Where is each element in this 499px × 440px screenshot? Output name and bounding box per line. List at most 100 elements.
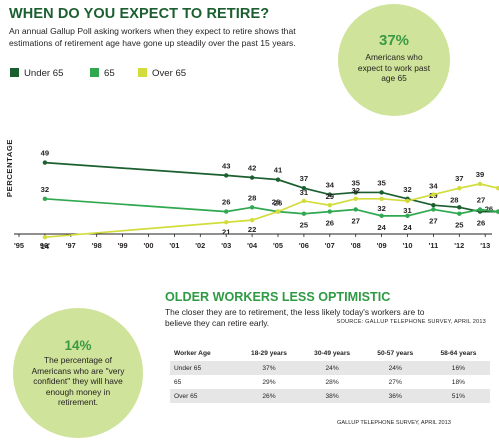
chart-source: SOURCE: GALLUP TELEPHONE SURVEY, APRIL 2… xyxy=(336,319,486,325)
data-label: 32 xyxy=(403,185,411,194)
data-label: 26 xyxy=(477,219,485,228)
data-point xyxy=(224,209,229,214)
data-label: 26 xyxy=(222,198,230,207)
data-point xyxy=(327,203,332,208)
data-label: 26 xyxy=(272,198,280,207)
x-tick-label: '01 xyxy=(169,241,179,250)
callout-value: 14% xyxy=(64,338,92,353)
line-chart: PERCENTAGE '95 96' '97 '98 '99 '00 '01 '02 '03 '04… xyxy=(5,139,499,251)
callout-37-percent: 37% Americans who expect to work past ag… xyxy=(338,4,450,116)
table-cell: 51% xyxy=(426,389,490,403)
data-label: 41 xyxy=(274,166,283,175)
table-cell: 29% xyxy=(262,378,276,386)
table-cell: 38% xyxy=(300,389,364,403)
data-point xyxy=(353,196,358,202)
data-label: 31 xyxy=(300,188,309,197)
data-point xyxy=(431,203,436,208)
data-point xyxy=(477,181,483,187)
data-label: 22 xyxy=(248,225,256,234)
data-point xyxy=(224,173,229,178)
data-point xyxy=(327,192,332,197)
data-point xyxy=(405,213,410,219)
chart-title: WHEN DO YOU EXPECT TO RETIRE? xyxy=(9,6,270,22)
data-label: 26 xyxy=(326,219,334,228)
data-label: 28 xyxy=(248,193,256,202)
legend-item: Over 65 xyxy=(138,68,186,79)
data-label: 25 xyxy=(300,221,309,230)
data-point xyxy=(495,185,499,191)
data-point xyxy=(249,205,255,210)
data-label: 34 xyxy=(326,181,335,190)
column-header: Worker Age xyxy=(174,350,211,357)
table-cell: 28% xyxy=(325,378,339,386)
legend-label: 65 xyxy=(104,68,115,79)
data-point xyxy=(301,211,307,216)
table-header-row: Worker Age 18-29 years 30-49 years 50-57… xyxy=(170,346,490,361)
data-label: 27 xyxy=(429,216,437,225)
x-tick-label: '95 xyxy=(14,241,24,250)
table-cell: 24% xyxy=(300,361,364,375)
table-row: Over 65 26% 38% 36% 51% xyxy=(170,389,490,403)
data-label: 28 xyxy=(450,195,458,204)
data-label: 37 xyxy=(300,174,308,183)
data-point xyxy=(379,213,384,219)
table-cell: 26% xyxy=(237,389,301,403)
data-label: 14 xyxy=(41,242,50,251)
data-label: 24 xyxy=(403,223,412,232)
data-point xyxy=(405,198,410,204)
data-point xyxy=(353,190,358,195)
data-label: 27 xyxy=(477,195,485,204)
table-cell: 65 xyxy=(174,378,182,386)
table-cell: 18% xyxy=(451,378,465,386)
data-label: 39 xyxy=(476,170,484,179)
column-header: 58-64 years xyxy=(440,350,477,357)
data-label: 32 xyxy=(41,185,49,194)
x-tick-label: '97 xyxy=(66,241,76,250)
legend-swatch xyxy=(10,68,19,77)
data-label: 32 xyxy=(351,186,359,195)
data-point xyxy=(457,185,462,191)
data-label: 34 xyxy=(429,182,438,191)
callout-value: 37% xyxy=(378,32,410,49)
column-header: 50-57 years xyxy=(377,350,414,357)
data-point xyxy=(42,234,48,240)
data-point xyxy=(275,209,281,214)
data-label: 24 xyxy=(377,223,386,232)
column-header: 18-29 years xyxy=(251,350,287,357)
data-point xyxy=(42,160,48,165)
data-point xyxy=(327,209,332,214)
data-point xyxy=(249,217,255,223)
legend-item: Under 65 xyxy=(10,68,63,79)
callout-text: Americans who expect to work past age 65 xyxy=(357,52,431,83)
data-label: 37 xyxy=(455,174,463,183)
data-label: 43 xyxy=(222,161,230,170)
data-label: 26 xyxy=(485,205,493,214)
x-tick-label: '12 xyxy=(454,241,464,250)
x-tick-label: '03 xyxy=(221,241,231,250)
x-tick-label: '11 xyxy=(429,241,439,250)
table-cell: 24% xyxy=(363,361,427,375)
table-cell: 36% xyxy=(363,389,427,403)
table-cell: 37% xyxy=(237,361,301,375)
data-point xyxy=(457,211,462,216)
data-label: 32 xyxy=(377,204,385,213)
data-point xyxy=(379,196,384,202)
legend-label: Over 65 xyxy=(152,68,187,79)
data-label: 27 xyxy=(351,216,359,225)
legend-label: Under 65 xyxy=(24,68,64,79)
data-label: 29 xyxy=(326,192,334,201)
data-label: 35 xyxy=(377,178,386,187)
x-tick-label: '13 xyxy=(480,241,490,250)
data-point xyxy=(275,177,281,182)
data-label: 42 xyxy=(248,164,256,173)
x-tick-label: '07 xyxy=(325,241,335,250)
x-tick-label: 96' xyxy=(40,241,50,250)
table-row: 65 29% 28% 27% 18% xyxy=(170,375,490,389)
data-point xyxy=(477,207,483,212)
x-tick-label: '10 xyxy=(403,241,413,250)
data-point xyxy=(301,185,307,191)
x-tick-label: '06 xyxy=(299,241,309,250)
table-cell: Over 65 xyxy=(170,389,238,403)
data-label: 21 xyxy=(222,227,231,236)
section2-title: OLDER WORKERS LESS OPTIMISTIC xyxy=(165,290,391,304)
